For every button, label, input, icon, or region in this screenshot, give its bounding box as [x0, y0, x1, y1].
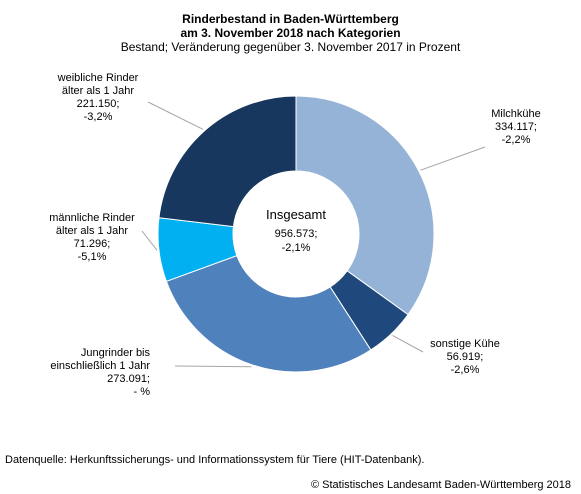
slice-label-line: männliche Rinder	[49, 212, 135, 224]
slice-label-line: -5,1%	[78, 251, 107, 263]
slice-label-line: -3,2%	[84, 111, 113, 123]
chart-title-block: Rinderbestand in Baden-Württemberg am 3.…	[0, 12, 581, 55]
leader-line	[174, 365, 252, 368]
chart-title-line-2: am 3. November 2018 nach Kategorien	[180, 26, 401, 40]
chart-title-line-1: Rinderbestand in Baden-Württemberg	[182, 12, 399, 26]
leader-line	[420, 146, 486, 171]
leader-line	[392, 335, 424, 353]
slice-label-line: 71.296;	[74, 238, 111, 250]
slice-label: Jungrinder bis einschließlich 1 Jahr 273.0…	[50, 347, 150, 398]
slice-label-line: -2,2%	[502, 134, 531, 146]
chart-subtitle: Bestand; Veränderung gegenüber 3. Novemb…	[120, 40, 461, 54]
slice-label-line: 56.919;	[447, 351, 484, 363]
slice-labels: Milchkühe 334.117; -2,2% sonstige Kühe 56.91…	[49, 72, 541, 398]
leader-line	[141, 230, 158, 251]
data-source-note: Datenquelle: Herkunftssicherungs- und In…	[5, 454, 425, 466]
donut-center-label: Insgesamt 956.573; -2,1%	[266, 207, 326, 254]
slice-label: Milchkühe 334.117; -2,2%	[491, 108, 541, 146]
donut-slice	[158, 95, 297, 228]
leader-lines	[141, 101, 486, 368]
slice-label-line: Milchkühe	[491, 108, 541, 120]
slice-label-line: 273.091;	[107, 373, 150, 385]
slice-label-line: weibliche Rinder	[57, 72, 139, 84]
slice-label-line: älter als 1 Jahr	[56, 225, 128, 237]
donut-slices	[157, 95, 435, 373]
slice-label-line: 221.150;	[77, 98, 120, 110]
slice-label: sonstige Kühe 56.919; -2,6%	[430, 338, 500, 376]
slice-label-line: - %	[134, 386, 151, 398]
slice-label-line: sonstige Kühe	[430, 338, 500, 350]
leader-line	[147, 101, 204, 130]
slice-label-line: Jungrinder bis	[81, 347, 151, 359]
donut-slice	[295, 95, 435, 316]
slice-label: männliche Rinder älter als 1 Jahr 71.296; -…	[49, 212, 135, 263]
donut-slice	[165, 254, 372, 373]
center-label-change: -2,1%	[282, 242, 311, 254]
slice-label-line: einschließlich 1 Jahr	[50, 360, 150, 372]
copyright-note: © Statistisches Landesamt Baden-Württemb…	[310, 479, 571, 491]
center-label-title: Insgesamt	[266, 207, 326, 222]
slice-label-line: -2,6%	[451, 364, 480, 376]
slice-label: weibliche Rinder älter als 1 Jahr 221.150;…	[57, 72, 139, 123]
center-label-value: 956.573;	[275, 228, 318, 240]
slice-label-line: 334.117;	[495, 121, 537, 133]
slice-label-line: älter als 1 Jahr	[62, 85, 134, 97]
